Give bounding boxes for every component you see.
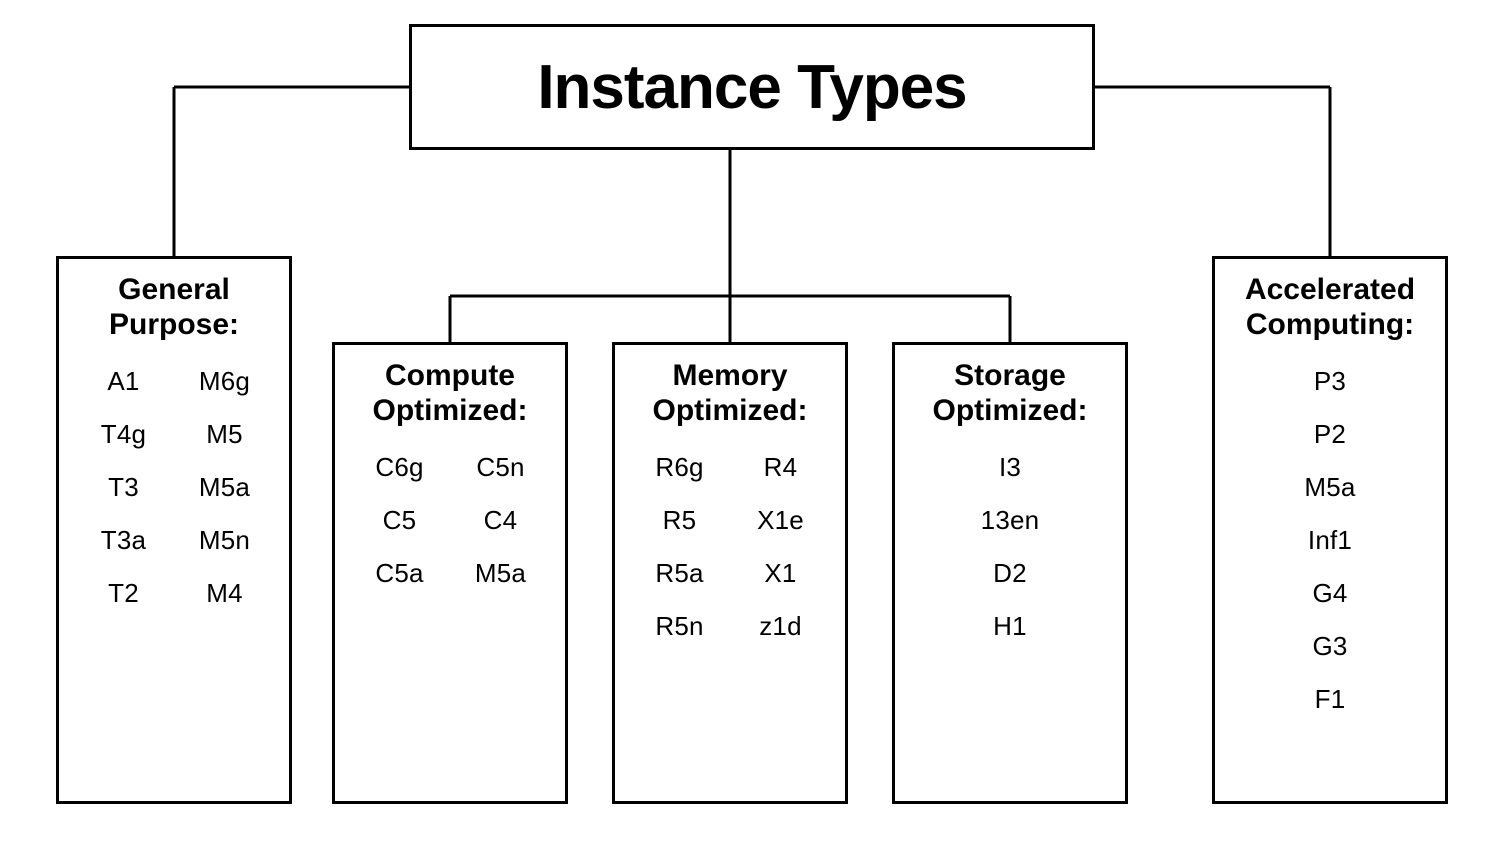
instance-type: M5a xyxy=(1233,472,1427,503)
instance-type: C5n xyxy=(454,452,547,483)
instance-type: X1e xyxy=(734,505,827,536)
instance-type: M6g xyxy=(178,366,271,397)
category-general: GeneralPurpose: A1 M6g T4g M5 T3 M5a T3a M5n T2 M4 xyxy=(56,256,292,804)
instance-type: R6g xyxy=(633,452,726,483)
instance-type: A1 xyxy=(77,366,170,397)
instance-type: z1d xyxy=(734,611,827,642)
category-title: ComputeOptimized: xyxy=(335,359,565,428)
instance-type: M5 xyxy=(178,419,271,450)
instance-type: T4g xyxy=(77,419,170,450)
instance-type: T3a xyxy=(77,525,170,556)
category-memory: MemoryOptimized: R6g R4 R5 X1e R5a X1 R5n z1d xyxy=(612,342,848,804)
instance-type: P3 xyxy=(1233,366,1427,397)
instance-type: X1 xyxy=(734,558,827,589)
category-title: GeneralPurpose: xyxy=(59,273,289,342)
instance-type: R5n xyxy=(633,611,726,642)
instance-type: M5a xyxy=(454,558,547,589)
instance-type: R5 xyxy=(633,505,726,536)
diagram-canvas: Instance Types GeneralPurpose: A1 M6g T4g M5… xyxy=(0,0,1504,851)
instance-type: T2 xyxy=(77,578,170,609)
instance-type: M4 xyxy=(178,578,271,609)
root-title: Instance Types xyxy=(412,27,1092,149)
category-items: I3 13en D2 H1 xyxy=(895,452,1125,660)
instance-type: C5a xyxy=(353,558,446,589)
instance-type: I3 xyxy=(913,452,1107,483)
instance-type: M5a xyxy=(178,472,271,503)
instance-type: C5 xyxy=(353,505,446,536)
instance-type: G3 xyxy=(1233,631,1427,662)
category-title: StorageOptimized: xyxy=(895,359,1125,428)
instance-type: T3 xyxy=(77,472,170,503)
category-compute: ComputeOptimized: C6g C5n C5 C4 C5a M5a xyxy=(332,342,568,804)
instance-type: P2 xyxy=(1233,419,1427,450)
instance-type: G4 xyxy=(1233,578,1427,609)
category-items: P3 P2 M5a Inf1 G4 G3 F1 xyxy=(1215,366,1445,733)
instance-type: D2 xyxy=(913,558,1107,589)
instance-type: 13en xyxy=(913,505,1107,536)
category-items: R6g R4 R5 X1e R5a X1 R5n z1d xyxy=(615,452,845,660)
category-title: MemoryOptimized: xyxy=(615,359,845,428)
category-items: A1 M6g T4g M5 T3 M5a T3a M5n T2 M4 xyxy=(59,366,289,627)
category-accelerated: AcceleratedComputing: P3 P2 M5a Inf1 G4 G3 F1 xyxy=(1212,256,1448,804)
category-title: AcceleratedComputing: xyxy=(1215,273,1445,342)
instance-type: R5a xyxy=(633,558,726,589)
instance-type: F1 xyxy=(1233,684,1427,715)
root-node: Instance Types xyxy=(409,24,1095,150)
category-storage: StorageOptimized: I3 13en D2 H1 xyxy=(892,342,1128,804)
instance-type: H1 xyxy=(913,611,1107,642)
instance-type: C6g xyxy=(353,452,446,483)
category-items: C6g C5n C5 C4 C5a M5a xyxy=(335,452,565,607)
instance-type: C4 xyxy=(454,505,547,536)
instance-type: M5n xyxy=(178,525,271,556)
instance-type: R4 xyxy=(734,452,827,483)
instance-type: Inf1 xyxy=(1233,525,1427,556)
